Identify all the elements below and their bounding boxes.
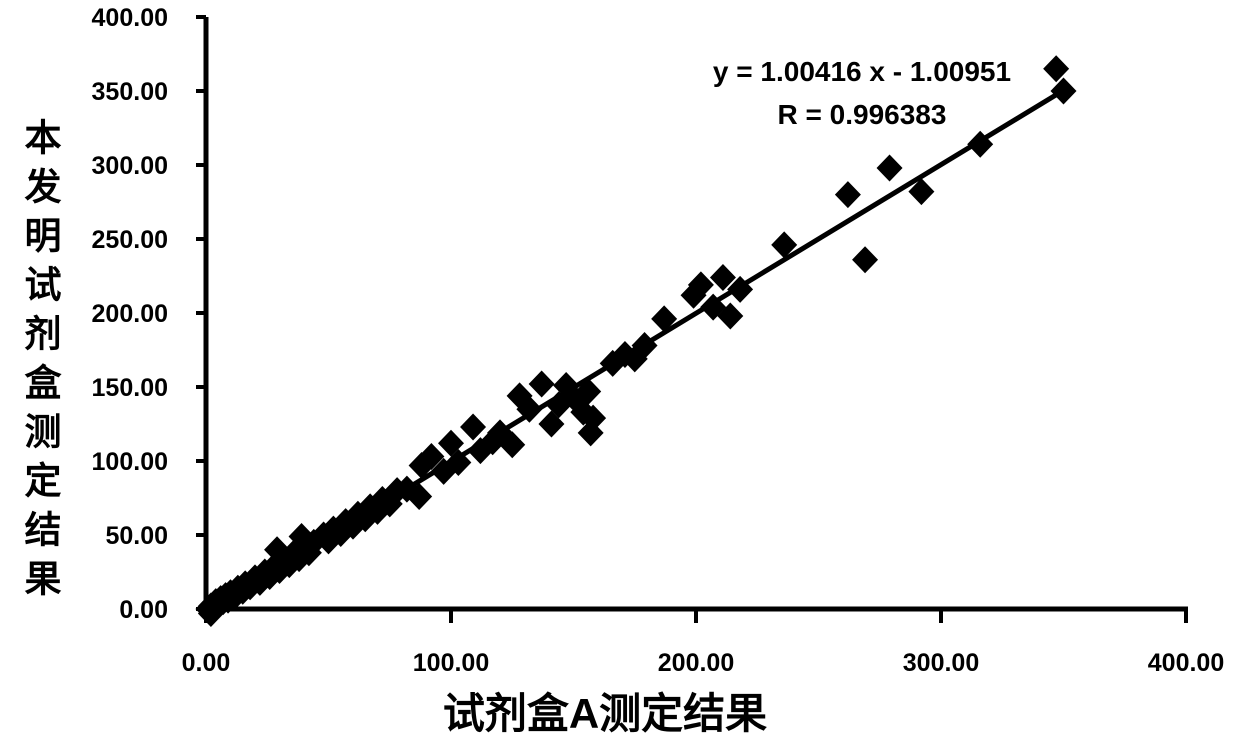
data-point (876, 154, 903, 182)
data-point (445, 448, 472, 476)
data-point (264, 536, 291, 564)
data-point (516, 395, 543, 423)
data-point (834, 181, 861, 209)
data-point (651, 305, 678, 333)
data-point (499, 431, 526, 459)
data-point (967, 130, 994, 158)
data-point (631, 332, 658, 360)
data-point (852, 246, 879, 274)
data-point (717, 302, 744, 330)
y-tick-label: 100.00 (92, 448, 168, 476)
data-point (288, 522, 315, 550)
data-point (1043, 55, 1070, 83)
x-axis-title: 试剂盒A测定结果 (442, 690, 768, 737)
data-point (908, 178, 935, 206)
y-tick-label: 250.00 (92, 226, 168, 254)
x-tick-label: 300.00 (903, 649, 979, 677)
data-point (687, 271, 714, 299)
data-point (528, 370, 555, 398)
data-point (709, 263, 736, 291)
y-tick-label: 0.00 (119, 596, 168, 624)
x-tick-label: 200.00 (658, 649, 734, 677)
data-point (406, 483, 433, 511)
y-tick-label: 300.00 (92, 152, 168, 180)
data-point (771, 231, 798, 259)
x-tick-label: 0.00 (182, 649, 231, 677)
x-tick-label: 400.00 (1148, 649, 1224, 677)
data-point (727, 275, 754, 303)
regression-r-value: R = 0.996383 (777, 99, 947, 130)
y-tick-label: 350.00 (92, 78, 168, 106)
x-tick-label: 100.00 (413, 649, 489, 677)
y-tick-label: 50.00 (105, 522, 168, 550)
y-tick-label: 200.00 (92, 300, 168, 328)
data-point (1050, 77, 1077, 105)
y-tick-label: 400.00 (92, 4, 168, 32)
data-point (460, 413, 487, 441)
regression-equation: y = 1.00416 x - 1.00951 (712, 56, 1012, 87)
data-point (577, 419, 604, 447)
data-point (575, 377, 602, 405)
y-tick-label: 150.00 (92, 374, 168, 402)
y-axis-title: 本发明试剂盒测定结果 (19, 118, 60, 608)
regression-annotation: y = 1.00416 x - 1.00951 R = 0.996383 (650, 50, 1074, 136)
data-point (418, 443, 445, 471)
